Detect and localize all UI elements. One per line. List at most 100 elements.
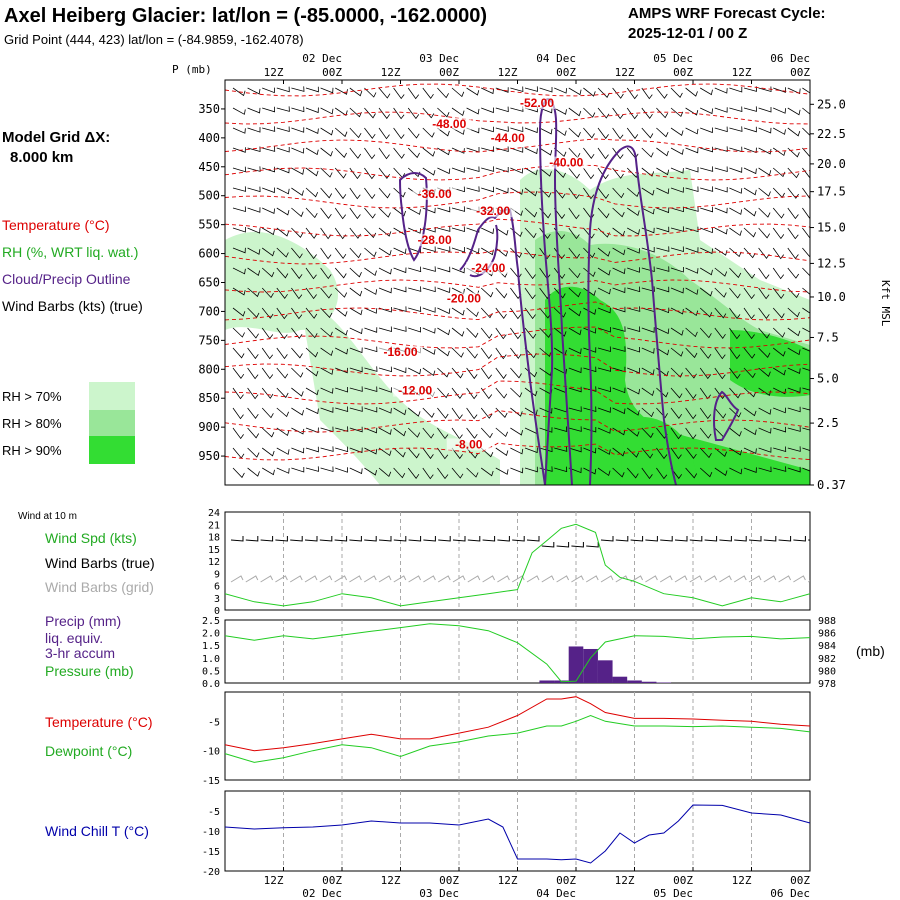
- wind-barb: [451, 347, 464, 358]
- wind-y-tick-label: 18: [208, 533, 220, 544]
- wind-barb: [568, 127, 581, 138]
- wind-barb: [670, 87, 683, 98]
- wind-barb: [553, 127, 567, 137]
- wind-y-tick-label: 12: [208, 557, 220, 568]
- wind-barb: [349, 87, 363, 97]
- wind-barb: [276, 147, 290, 153]
- wind-barb: [568, 386, 582, 393]
- top-hour-label: 12Z: [615, 66, 635, 79]
- wind-barb-true: [467, 536, 481, 542]
- wind-barb: [656, 87, 668, 99]
- pressure-tick-label: 700: [198, 304, 220, 318]
- kft-tick-label: 0.37: [817, 478, 846, 492]
- wind-barb: [393, 187, 406, 198]
- wind-barb: [305, 327, 318, 339]
- kft-tick-label: 25.0: [817, 97, 846, 111]
- wind-barb: [349, 107, 362, 118]
- wind-barb: [422, 87, 434, 99]
- isotherm-line: [225, 164, 810, 181]
- wind-barb: [481, 87, 494, 95]
- wind-barb: [772, 347, 786, 357]
- wind-barb: [305, 287, 317, 300]
- pressure-y-tick-label: 986: [818, 629, 836, 640]
- wind-barb: [641, 447, 654, 459]
- wind-barb: [510, 407, 523, 417]
- pressure-tick-label: 950: [198, 449, 220, 463]
- wind-barb: [510, 247, 523, 258]
- wind-barb: [597, 467, 611, 477]
- isotherm-label-bg: [544, 156, 589, 169]
- wind-barb: [466, 447, 479, 459]
- wind-barb: [758, 107, 772, 113]
- windchill-y-axis: -20 -15 -10 -5: [202, 807, 220, 878]
- wind-barb: [700, 227, 713, 234]
- wind-barb: [451, 267, 465, 274]
- wind-barb: [232, 166, 246, 173]
- wind-barb: [393, 267, 407, 274]
- wind-barb: [583, 247, 596, 258]
- wind-barb: [539, 167, 552, 177]
- wind-barb: [393, 127, 405, 140]
- wind-barb: [626, 407, 640, 416]
- wind-barb: [656, 467, 668, 480]
- wind-barb: [714, 467, 728, 476]
- wind-barb: [743, 106, 757, 112]
- wind-barb: [378, 307, 392, 313]
- wind-barb: [422, 467, 434, 480]
- wind-barb: [320, 466, 334, 473]
- wind-barb: [758, 267, 770, 280]
- wind-barb-true: [571, 542, 584, 548]
- wind-barb: [729, 407, 742, 418]
- wind-barb-grid: [615, 575, 629, 583]
- wind-barb-true: [349, 536, 362, 542]
- wind-barb: [597, 427, 611, 434]
- wind-barb: [568, 167, 580, 179]
- wind-barb: [773, 407, 786, 414]
- pressure-y-tick-label: 978: [818, 679, 836, 690]
- wind-barb: [364, 407, 378, 413]
- wind-barb: [802, 467, 810, 472]
- wind-barb: [495, 367, 507, 380]
- wind-barb: [378, 207, 391, 218]
- wind-barb: [641, 387, 655, 397]
- wind-barb: [334, 227, 347, 240]
- wind-barb: [568, 227, 580, 240]
- wind-barb: [627, 227, 640, 235]
- wind-barb: [247, 107, 261, 114]
- wind-barb: [276, 247, 289, 258]
- wind-barb: [772, 287, 785, 299]
- wind-barb: [743, 467, 757, 473]
- wind-barb: [232, 387, 244, 400]
- wind-barb: [802, 267, 810, 277]
- wind-barb: [524, 447, 538, 454]
- wind-barb: [758, 307, 770, 320]
- wind-barb: [802, 247, 810, 258]
- wind-barb-grid: [289, 575, 303, 583]
- legend-wind-spd: Wind Spd (kts): [45, 530, 137, 546]
- wind-barb: [320, 187, 333, 199]
- wind-barb-true: [615, 536, 629, 542]
- legend-cloud-outline: Cloud/Precip Outline: [2, 271, 131, 287]
- wind-barb: [670, 447, 682, 460]
- wind-barb: [291, 106, 305, 113]
- wind-barb: [480, 347, 493, 360]
- wind-barb: [247, 307, 260, 318]
- wind-barb: [670, 167, 684, 174]
- wind-barb: [802, 107, 810, 115]
- wind-barb: [349, 406, 363, 412]
- wind-barb-grid: [748, 575, 762, 583]
- wind-barb: [685, 206, 699, 212]
- legend-dewpoint-panel: Dewpoint (°C): [45, 743, 132, 759]
- wind-barb: [773, 127, 786, 135]
- top-hour-label: 12Z: [732, 66, 752, 79]
- wind-barb: [437, 226, 451, 232]
- wind-barb: [407, 107, 420, 120]
- wind-barb: [743, 387, 757, 398]
- wind-barb: [393, 247, 407, 255]
- wind-barb: [291, 447, 305, 454]
- wind-barb-true: [230, 536, 244, 542]
- temperature-y-tick-label: -15: [202, 776, 220, 787]
- rh-legend: RH > 70% RH > 80% RH > 90%: [2, 382, 135, 464]
- wind-barb: [787, 247, 799, 260]
- wind-barb: [305, 86, 319, 93]
